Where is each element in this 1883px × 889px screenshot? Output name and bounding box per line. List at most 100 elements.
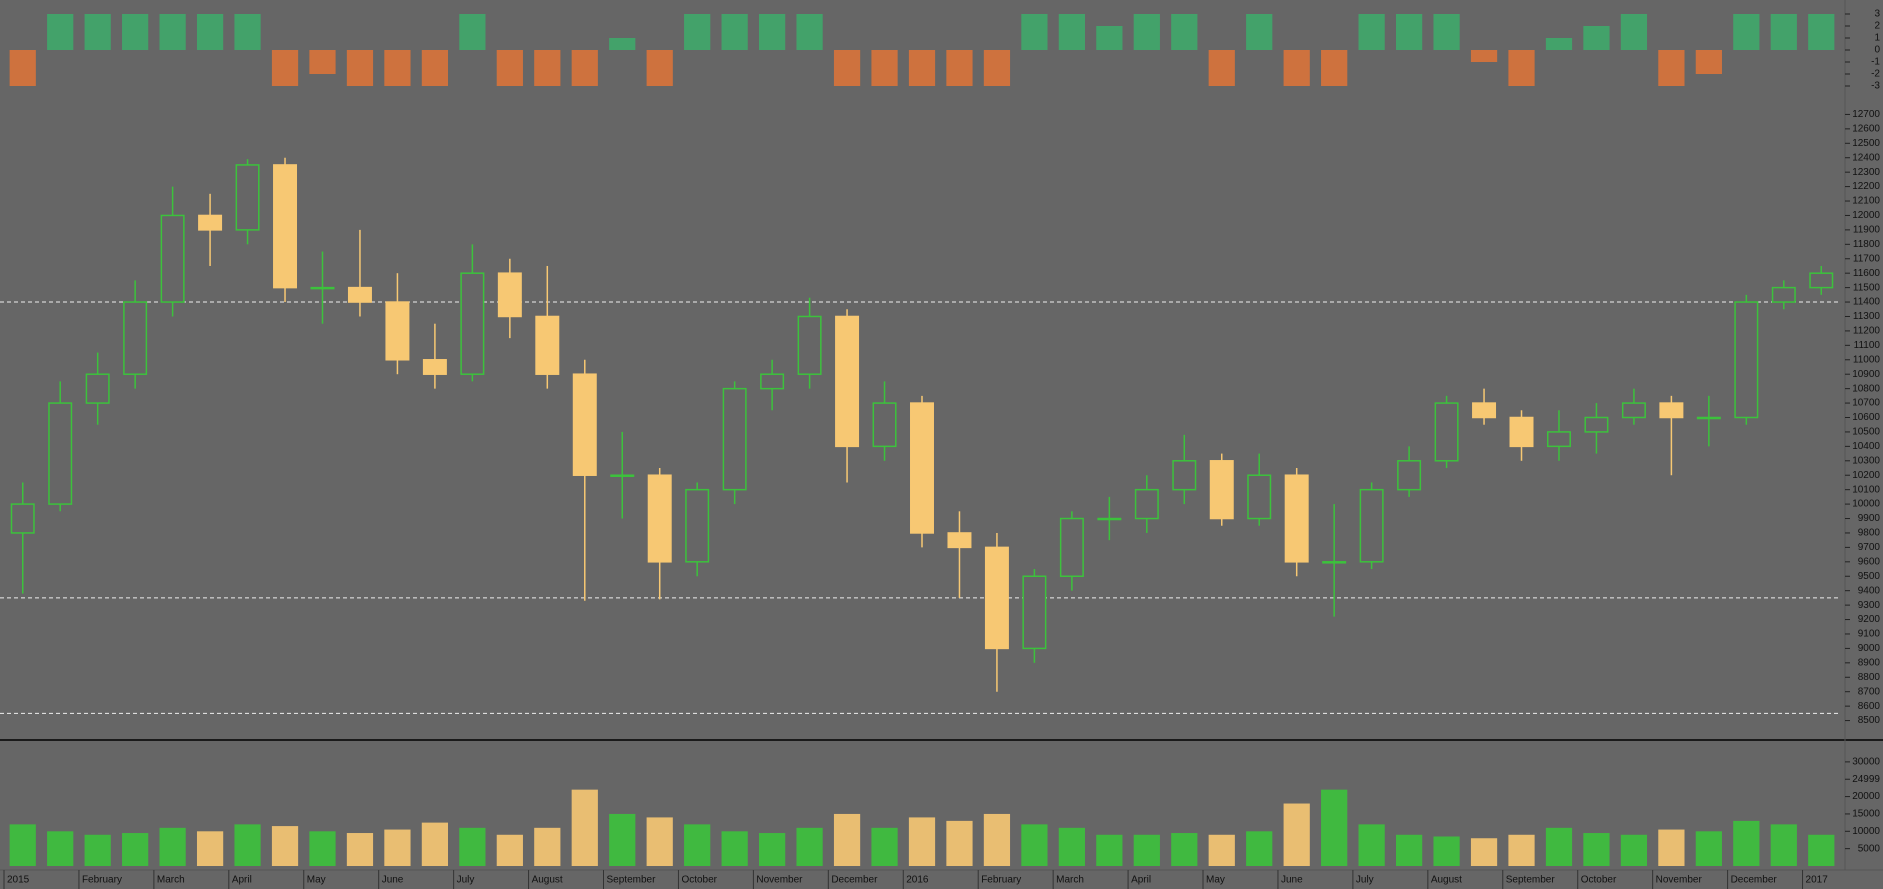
y-tick-label: 10000 [1852, 499, 1880, 510]
indicator-bar [234, 14, 261, 50]
volume-bar [983, 813, 1011, 866]
candle-body [85, 373, 110, 404]
indicator-bar [1358, 14, 1385, 50]
y-tick-label: 20000 [1852, 791, 1880, 802]
y-tick-label: 8600 [1858, 701, 1881, 712]
y-tick-label: 30000 [1852, 757, 1880, 768]
volume-bar [496, 834, 523, 866]
x-tick-label: May [1206, 875, 1225, 886]
candle-body [460, 272, 485, 375]
candle-body [235, 164, 260, 231]
candle-body [1134, 488, 1159, 520]
x-tick-label: September [1506, 875, 1556, 886]
indicator-bar [1508, 50, 1535, 86]
indicator-bar [796, 14, 823, 50]
indicator-bar [1096, 26, 1123, 50]
volume-bar [384, 829, 411, 866]
candle-body [984, 546, 1009, 650]
candle-body [572, 373, 597, 476]
indicator-bar [84, 14, 111, 50]
y-tick-label: 3 [1874, 9, 1880, 20]
candle-body [1022, 575, 1047, 650]
volume-bar [1695, 831, 1722, 866]
x-tick-label: April [232, 875, 252, 886]
volume-bar [646, 817, 673, 866]
candle-body [685, 488, 710, 563]
volume-bar [309, 831, 336, 866]
indicator-bar [1733, 14, 1760, 50]
volume-bar [84, 834, 111, 866]
y-tick-label: 1 [1874, 33, 1880, 44]
candle-body [1284, 474, 1309, 563]
y-tick-label: 24999 [1852, 774, 1880, 785]
indicator-bar [684, 14, 711, 50]
y-tick-label: 12000 [1852, 210, 1880, 221]
y-tick-label: 12100 [1852, 196, 1880, 207]
indicator-bar [1021, 14, 1048, 50]
x-tick-label: October [1581, 875, 1617, 886]
candle-body [535, 315, 560, 375]
indicator-bar [1321, 50, 1348, 86]
x-tick-label: August [1431, 875, 1462, 886]
y-tick-label: 10000 [1852, 826, 1880, 837]
volume-bar [1208, 834, 1235, 866]
volume-bar [1508, 834, 1535, 866]
y-tick-label: -3 [1871, 81, 1880, 92]
x-tick-label: September [607, 875, 657, 886]
y-tick-label: 9800 [1858, 528, 1881, 539]
candle-body [1734, 301, 1759, 419]
candle-body [497, 272, 522, 318]
candle-body [1509, 416, 1534, 448]
candle-body [1434, 402, 1459, 462]
volume-bar [1133, 834, 1160, 866]
volume-bar [421, 822, 449, 866]
indicator-bar [346, 50, 374, 86]
y-tick-label: 10900 [1852, 369, 1880, 380]
y-tick-label: 12600 [1852, 124, 1880, 135]
x-tick-label: July [457, 875, 475, 886]
volume-bar [1058, 827, 1085, 866]
y-tick-label: 10300 [1852, 455, 1880, 466]
candle-body [1322, 561, 1347, 564]
volume-bar [1021, 824, 1048, 866]
y-tick-label: 8700 [1858, 686, 1881, 697]
volume-bar [759, 833, 786, 866]
y-tick-label: 8500 [1858, 715, 1881, 726]
candle-body [1696, 416, 1721, 420]
y-tick-label: 10500 [1852, 427, 1880, 438]
y-tick-label: 11500 [1853, 282, 1881, 293]
indicator-bar [646, 50, 673, 86]
indicator-bar [1283, 50, 1310, 86]
volume-bar [1171, 833, 1198, 866]
indicator-bar [1470, 50, 1498, 62]
indicator-bar [496, 50, 523, 86]
y-tick-label: 11300 [1853, 311, 1881, 322]
indicator-bar [9, 50, 36, 86]
indicator-bar [908, 50, 936, 86]
candle-body [347, 286, 372, 303]
x-tick-label: July [1356, 875, 1374, 886]
candle-body [385, 301, 410, 361]
indicator-bar [459, 14, 486, 50]
indicator-bar [1395, 14, 1423, 50]
volume-bar [459, 827, 486, 866]
indicator-bar [1246, 14, 1273, 50]
volume-bar [346, 833, 374, 866]
volume-bar [721, 831, 748, 866]
y-tick-label: 10700 [1852, 398, 1880, 409]
candle-body [1472, 402, 1497, 419]
indicator-bar [1770, 14, 1797, 50]
candle-body [1809, 272, 1834, 289]
y-tick-label: 11200 [1853, 326, 1881, 337]
candle-body [48, 402, 73, 505]
volume-bar [946, 820, 973, 866]
volume-bar [234, 824, 261, 866]
y-tick-label: 9000 [1858, 643, 1881, 654]
y-tick-label: 11100 [1854, 340, 1881, 351]
volume-bar [1620, 834, 1648, 866]
indicator-bar [1133, 14, 1160, 50]
candle-body [10, 503, 35, 534]
indicator-bar [1433, 14, 1460, 50]
volume-bar [1808, 834, 1835, 866]
